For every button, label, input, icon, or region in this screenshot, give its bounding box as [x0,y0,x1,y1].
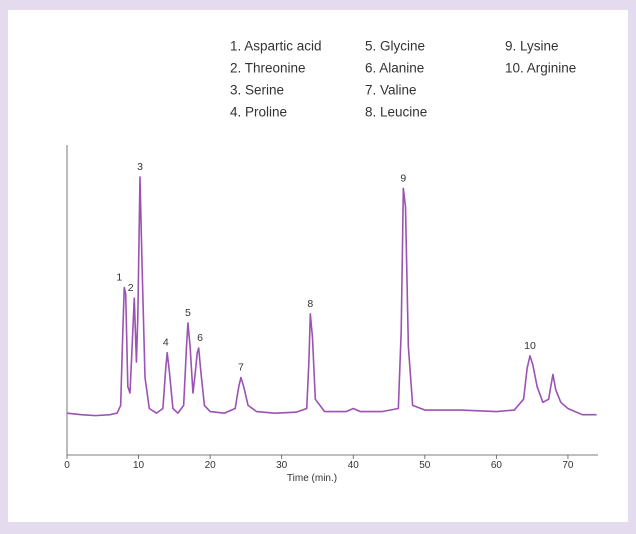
x-axis-label: Time (min.) [287,473,337,484]
legend-item: 6. Alanine [365,61,424,76]
peak-label: 3 [137,161,143,173]
x-tick-label: 30 [276,460,288,471]
legend-item: 10. Arginine [505,61,576,76]
peak-label: 4 [163,337,169,349]
legend-item: 5. Glycine [365,39,425,54]
legend-item: 8. Leucine [365,105,427,120]
x-tick-label: 20 [205,460,217,471]
chromatogram-line [66,176,597,417]
legend-item: 3. Serine [230,83,284,98]
peak-label: 1 [116,272,122,284]
peak-label: 8 [307,298,313,310]
peak-label: 7 [238,362,244,374]
peak-label: 6 [197,332,203,344]
peak-label: 10 [524,340,536,352]
legend-item: 1. Aspartic acid [230,39,322,54]
panel [8,10,628,522]
peak-label: 5 [185,307,191,319]
legend-item: 4. Proline [230,105,287,120]
x-tick-label: 0 [64,460,70,471]
legend-item: 7. Valine [365,83,417,98]
legend-item: 9. Lysine [505,39,559,54]
x-tick-label: 70 [562,460,574,471]
x-tick-label: 50 [419,460,431,471]
x-tick-label: 40 [348,460,360,471]
peak-label: 2 [128,282,134,294]
peak-label: 9 [400,172,406,184]
x-tick-label: 10 [133,460,145,471]
x-tick-label: 60 [491,460,503,471]
legend-item: 2. Threonine [230,61,306,76]
